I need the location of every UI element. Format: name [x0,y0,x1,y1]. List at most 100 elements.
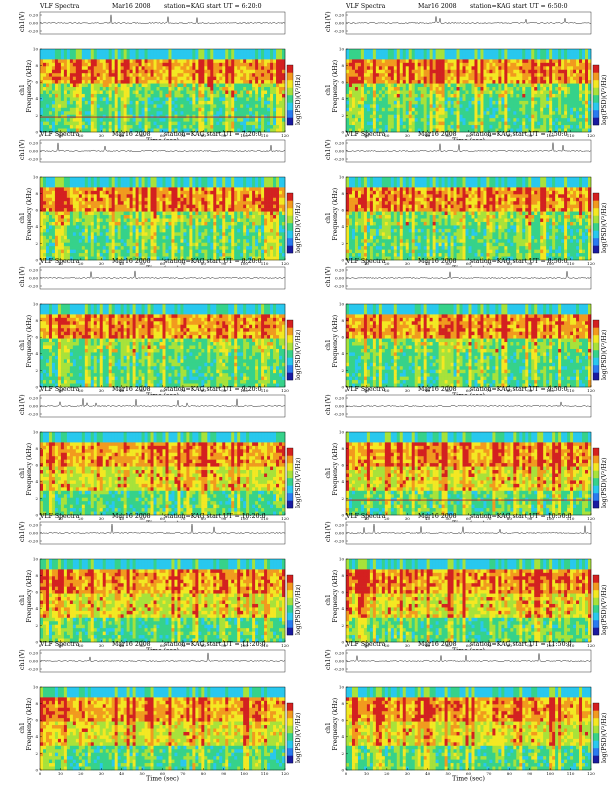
spectrogram-cell [561,100,565,105]
spectrogram-cell [150,69,154,74]
spectrogram-cell [60,190,65,195]
spectrogram-cell [75,200,80,205]
spectrogram-cell [471,97,475,102]
spectrogram-cell [45,73,50,77]
spectrogram-cell [201,118,205,122]
spectrogram-cell [177,90,181,95]
spectrogram-cell [495,107,499,112]
spectrogram-cell [231,62,235,67]
spectrogram-cell [579,111,583,115]
spectrogram-cell [204,111,208,115]
spectrogram-cell [450,73,454,77]
spectrogram-cell [453,87,457,91]
spectrogram-cell [150,59,154,64]
spectrogram-cell [414,66,418,70]
spectrogram-cell [198,62,202,67]
spectrogram-cell [99,238,103,243]
spectrogram-cell [228,66,232,70]
spectrogram-cell [516,128,520,133]
y-tick-label: 6 [35,80,38,85]
spectrogram-cell [117,87,121,91]
spectrogram-cell [183,97,187,102]
spectrogram-cell [516,111,520,115]
spectrogram-cell [66,224,71,229]
spectrogram-cell [420,93,424,98]
spectrogram-cell [267,73,271,77]
spectrogram-cell [393,128,398,133]
spectrogram-cell [522,49,526,53]
spectrogram-cell [57,183,62,188]
spectrogram-cell [117,55,121,60]
spectrogram-cell [468,62,472,67]
spectrogram-cell [231,69,235,74]
spectrogram-cell [360,114,365,119]
spectrogram-cell [390,69,395,74]
spectrogram-cell [549,107,553,112]
spectrogram-cell [147,231,151,236]
spectrogram-cell [357,52,362,57]
spectrogram-cell [69,73,74,77]
spectrogram-cell [462,104,466,109]
spectrogram-cell [54,221,59,226]
spectrogram-cell [501,87,505,91]
spectrogram-cell [405,59,409,64]
spectrogram-cell [213,73,217,77]
spectrogram-cell [444,66,448,70]
spectrogram-cell [105,221,109,226]
spectrogram-cell [561,49,565,53]
spectrogram-cell [51,128,56,133]
spectrogram-cell [399,76,404,81]
spectrogram-cell [486,49,490,53]
spectrogram-cell [423,76,427,81]
spectrogram-cell [156,104,160,109]
spectrogram-cell [474,121,478,126]
spectrogram-cell [525,111,529,115]
spectrogram-cell [369,118,374,122]
spectrogram-cell [378,49,383,53]
spectrogram-cell [90,59,95,64]
spectrogram-cell [267,93,271,98]
spectrogram-cell [552,114,556,119]
spectrogram-cell [255,55,259,60]
spectrogram-cell [450,107,454,112]
spectrogram-cell [429,87,433,91]
spectrogram-cell [564,80,568,84]
spectrogram-cell [66,228,71,233]
spectrogram-cell [99,100,103,105]
spectrogram-cell [87,55,92,60]
spectrogram-cell [246,87,250,91]
spectrogram-cell [537,90,541,95]
spectrogram-cell [153,128,157,133]
spectrogram-cell [513,90,517,95]
spectrogram-cell [222,49,226,53]
spectrogram-cell [396,87,401,91]
spectrogram-cell [486,111,490,115]
spectrogram-cell [453,52,457,57]
spectrogram-cell [408,73,412,77]
spectrogram-cell [531,59,535,64]
spectrogram-cell [51,193,56,198]
spectrogram-cell [42,49,47,53]
spectrogram-cell [81,211,86,215]
spectrogram-cell [573,90,577,95]
spectrogram-cell [114,118,118,122]
spectrogram-cell [40,207,44,212]
spectrogram-cell [375,121,380,126]
spectrogram-cell [63,224,68,229]
spectrogram-cell [159,104,163,109]
spectrogram-cell [198,111,202,115]
spectrogram-cell [480,93,484,98]
spectrogram-cell [162,73,166,77]
spectrogram-cell [522,128,526,133]
spectrogram-cell [144,104,148,109]
spectrogram-cell [96,211,101,215]
spectrogram-cell [375,114,380,119]
spectrogram-cell [249,107,253,112]
spectrogram-cell [207,49,211,53]
spectrogram-cell [177,100,181,105]
spectrogram-cell [267,55,271,60]
spectrogram-cell [225,104,229,109]
spectrogram-cell [165,66,169,70]
spectrogram-cell [42,221,47,226]
spectrogram-cell [231,107,235,112]
